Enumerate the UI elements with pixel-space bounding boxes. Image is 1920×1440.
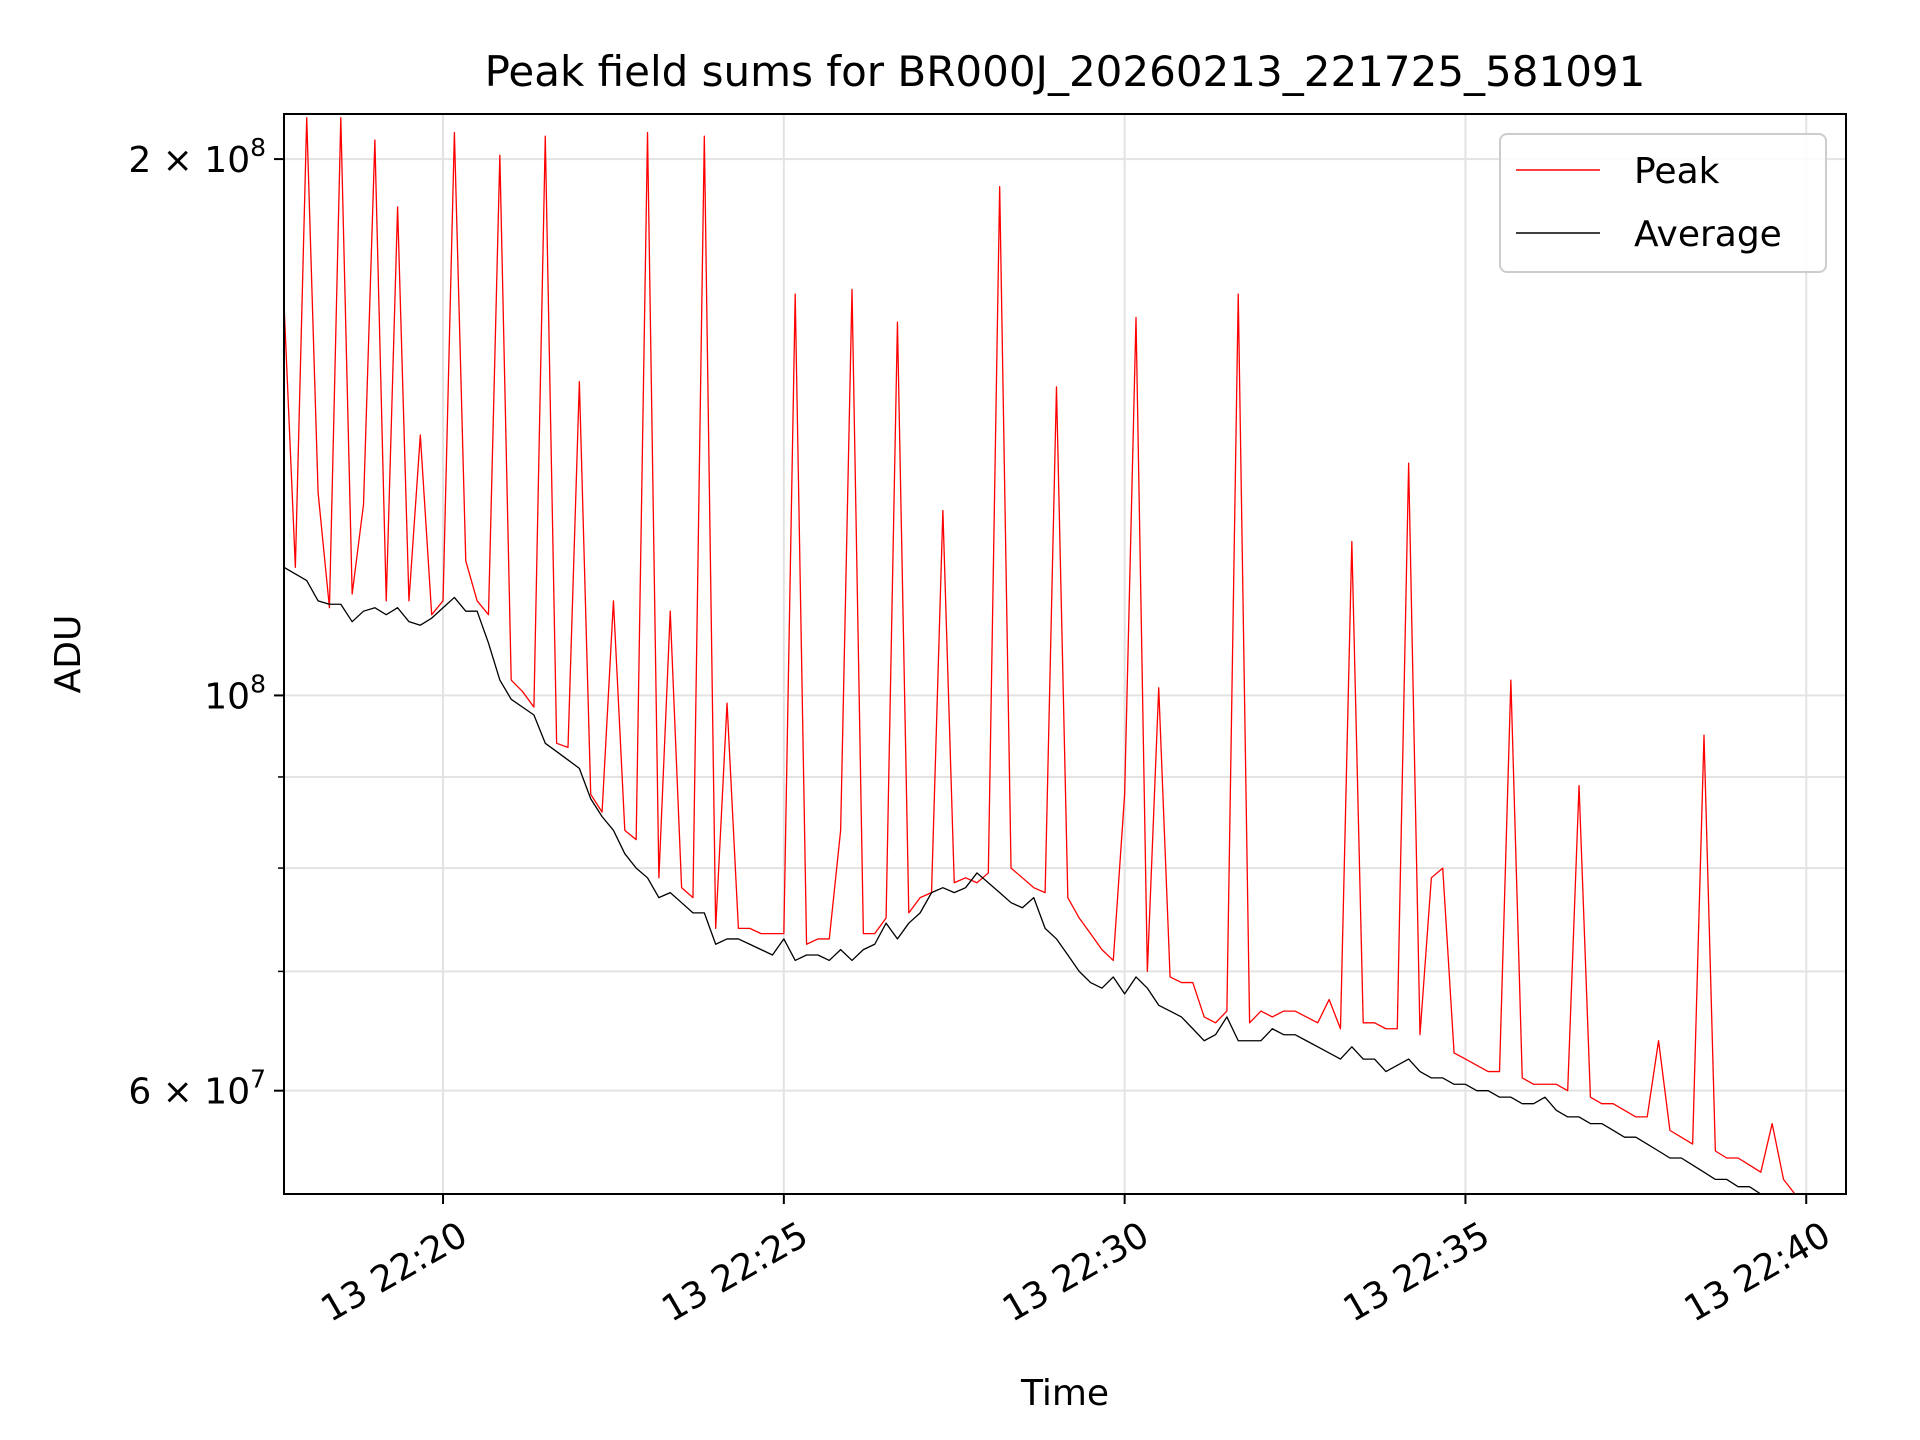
grid-lines xyxy=(284,114,1846,1194)
chart-title: Peak field sums for BR000J_20260213_2217… xyxy=(485,47,1646,96)
plot-frame xyxy=(283,113,1847,1195)
y-tick-label: 108 xyxy=(204,669,266,717)
series-line-average xyxy=(284,566,1774,1194)
series-line-peak xyxy=(284,117,1796,1194)
y-axis-label: ADU xyxy=(48,615,89,694)
series-layer xyxy=(284,117,1796,1194)
x-axis-label: Time xyxy=(1020,1373,1109,1414)
legend: Peak Average xyxy=(1499,133,1827,273)
y-tick-label: 6 × 107 xyxy=(128,1065,266,1113)
legend-label-peak: Peak xyxy=(1634,151,1720,192)
y-axis-ticks: 2 × 108 108 6 × 107 xyxy=(128,133,284,1113)
legend-box xyxy=(1499,133,1827,273)
y-tick-label: 2 × 108 xyxy=(128,133,266,181)
legend-label-average: Average xyxy=(1634,214,1782,255)
